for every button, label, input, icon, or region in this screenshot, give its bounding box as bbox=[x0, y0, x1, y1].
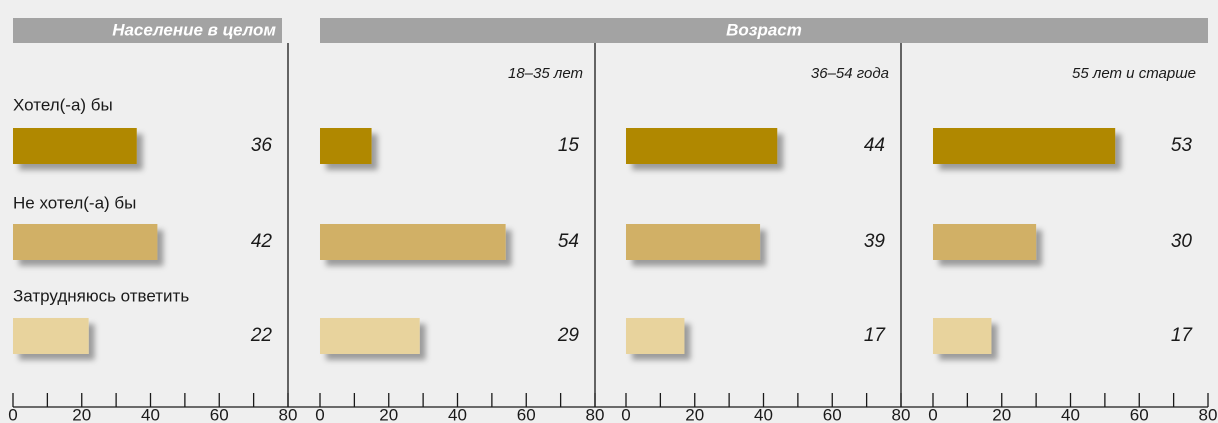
x-tick-label: 80 bbox=[586, 405, 605, 423]
x-tick-label: 80 bbox=[279, 405, 298, 423]
bar bbox=[13, 224, 158, 260]
group-header: Возраст bbox=[726, 20, 802, 39]
value-label: 39 bbox=[864, 231, 886, 252]
bar bbox=[320, 224, 506, 260]
x-tick-label: 60 bbox=[823, 405, 842, 423]
x-tick-label: 0 bbox=[928, 405, 937, 423]
panel-title: Население в целом bbox=[112, 20, 276, 39]
x-tick-label: 80 bbox=[1199, 405, 1218, 423]
category-label: Не хотел(-а) бы bbox=[13, 193, 136, 212]
value-label: 42 bbox=[251, 231, 273, 252]
panel-subtitle: 55 лет и старше bbox=[1072, 65, 1196, 82]
x-tick-label: 60 bbox=[1130, 405, 1149, 423]
panel-subtitle: 36–54 года bbox=[811, 65, 889, 82]
bar bbox=[933, 318, 992, 354]
x-tick-label: 0 bbox=[315, 405, 324, 423]
bar bbox=[13, 318, 89, 354]
bar bbox=[626, 128, 778, 164]
value-label: 30 bbox=[1171, 231, 1193, 252]
bar bbox=[320, 128, 372, 164]
x-tick-label: 40 bbox=[1061, 405, 1080, 423]
value-label: 29 bbox=[557, 325, 580, 346]
x-tick-label: 60 bbox=[210, 405, 229, 423]
header-bar bbox=[320, 18, 1208, 43]
value-label: 17 bbox=[864, 325, 887, 346]
bar bbox=[320, 318, 420, 354]
panel-subtitle: 18–35 лет bbox=[508, 65, 583, 82]
bar bbox=[626, 224, 761, 260]
x-tick-label: 0 bbox=[8, 405, 17, 423]
x-tick-label: 0 bbox=[621, 405, 630, 423]
x-tick-label: 20 bbox=[685, 405, 704, 423]
x-tick-label: 40 bbox=[754, 405, 773, 423]
category-label: Хотел(-а) бы bbox=[13, 95, 113, 114]
x-tick-label: 80 bbox=[892, 405, 911, 423]
value-label: 36 bbox=[251, 135, 273, 156]
category-label: Затрудняюсь ответить bbox=[13, 286, 189, 305]
value-label: 44 bbox=[864, 135, 885, 156]
x-tick-label: 40 bbox=[141, 405, 160, 423]
x-tick-label: 20 bbox=[992, 405, 1011, 423]
bar bbox=[13, 128, 137, 164]
x-tick-label: 20 bbox=[379, 405, 398, 423]
bar bbox=[626, 318, 685, 354]
value-label: 15 bbox=[558, 135, 580, 156]
x-tick-label: 40 bbox=[448, 405, 467, 423]
bar bbox=[933, 224, 1037, 260]
x-tick-label: 60 bbox=[517, 405, 536, 423]
x-tick-label: 20 bbox=[72, 405, 91, 423]
value-label: 54 bbox=[558, 231, 579, 252]
value-label: 22 bbox=[250, 325, 273, 346]
value-label: 17 bbox=[1171, 325, 1194, 346]
header-bar bbox=[13, 18, 282, 43]
bar bbox=[933, 128, 1116, 164]
value-label: 53 bbox=[1171, 135, 1193, 156]
